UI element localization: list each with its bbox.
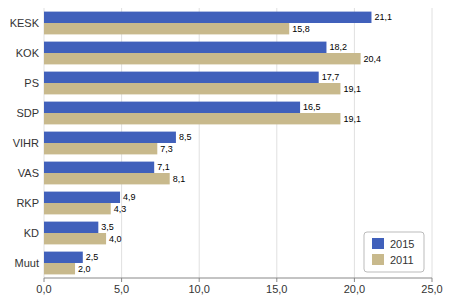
bar — [44, 222, 98, 233]
legend-box — [364, 232, 424, 272]
bar — [44, 12, 371, 23]
grid-line — [432, 8, 433, 278]
data-label: 4,0 — [109, 234, 122, 244]
bar — [44, 252, 83, 263]
data-label: 7,1 — [157, 162, 170, 172]
tick-mark — [121, 278, 122, 282]
tick-label: 0,0 — [36, 283, 51, 295]
tick-mark — [199, 278, 200, 282]
data-label: 8,5 — [179, 132, 192, 142]
data-label: 2,0 — [78, 264, 91, 274]
data-labels: 21,1 18,2 17,7 16,5 8,5 7,1 4,9 3,5 2,5 15,8 20,4 1… — [78, 12, 392, 273]
category-label: KOK — [16, 47, 40, 59]
data-label: 17,7 — [322, 72, 340, 82]
x-axis: 0,0 5,0 10,0 15,0 20,0 25,0 — [36, 8, 442, 295]
category-label: KESK — [10, 17, 40, 29]
data-label: 4,3 — [114, 204, 127, 214]
data-label: 20,4 — [364, 54, 382, 64]
data-label: 16,5 — [303, 102, 321, 112]
tick-mark — [354, 278, 355, 282]
tick-mark — [44, 278, 45, 282]
x-axis-line — [44, 278, 432, 279]
bar — [44, 72, 319, 83]
bar — [44, 23, 289, 34]
category-label: VAS — [18, 167, 39, 179]
data-label: 8,1 — [173, 174, 186, 184]
bar — [44, 132, 176, 143]
tick-mark — [432, 278, 433, 282]
bar — [44, 162, 154, 173]
tick-label: 15,0 — [266, 283, 287, 295]
tick-label: 10,0 — [188, 283, 209, 295]
bars — [44, 12, 371, 275]
chart-container: 0,0 5,0 10,0 15,0 20,0 25,0 KESK KOK PS SDP VIHR VA… — [0, 0, 454, 302]
category-label: VIHR — [13, 137, 39, 149]
data-label: 19,1 — [343, 84, 361, 94]
legend-label: 2015 — [390, 238, 414, 250]
bar — [44, 102, 300, 113]
data-label: 7,3 — [160, 144, 173, 154]
bar — [44, 113, 340, 124]
bar — [44, 263, 75, 274]
data-label: 4,9 — [123, 192, 136, 202]
tick-mark — [276, 278, 277, 282]
data-label: 21,1 — [374, 12, 392, 22]
bar — [44, 143, 157, 154]
category-label: PS — [24, 77, 39, 89]
bar — [44, 173, 170, 184]
grid-line — [354, 8, 355, 278]
legend-swatch — [372, 238, 384, 249]
category-label: SDP — [16, 107, 39, 119]
bar — [44, 42, 326, 53]
data-label: 15,8 — [292, 24, 310, 34]
category-label: Muut — [15, 257, 39, 269]
legend-swatch — [372, 254, 384, 265]
legend: 2015 2011 — [364, 232, 424, 272]
bar — [44, 192, 120, 203]
category-label: KD — [24, 227, 39, 239]
tick-label: 20,0 — [344, 283, 365, 295]
y-axis: KESK KOK PS SDP VIHR VAS RKP KD Muut — [10, 17, 40, 269]
data-label: 3,5 — [101, 222, 114, 232]
data-label: 18,2 — [329, 42, 347, 52]
legend-label: 2011 — [390, 254, 414, 266]
tick-label: 25,0 — [421, 283, 442, 295]
bar — [44, 83, 340, 94]
bar — [44, 203, 111, 214]
data-label: 19,1 — [343, 114, 361, 124]
bar — [44, 233, 106, 244]
category-label: RKP — [16, 197, 39, 209]
chart: 0,0 5,0 10,0 15,0 20,0 25,0 KESK KOK PS SDP VIHR VA… — [0, 0, 454, 302]
bar — [44, 53, 361, 64]
data-label: 2,5 — [86, 252, 99, 262]
tick-label: 5,0 — [114, 283, 129, 295]
